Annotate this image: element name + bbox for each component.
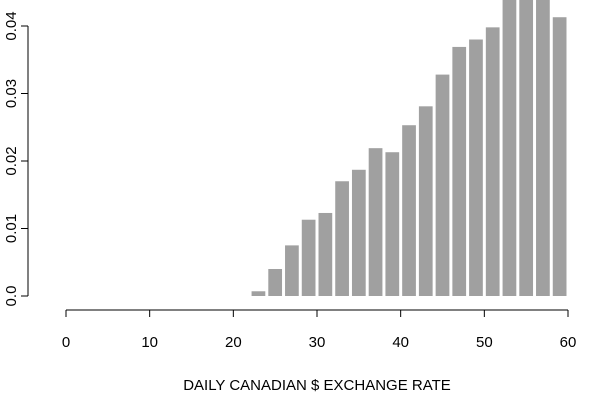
bar: [251, 291, 266, 296]
bar: [469, 39, 483, 296]
bar: [485, 27, 500, 296]
x-tick-label: 50: [476, 334, 493, 351]
bar: [368, 148, 383, 296]
x-axis-label: DAILY CANADIAN $ EXCHANGE RATE: [183, 377, 451, 394]
y-tick-label: 0.0: [3, 286, 20, 307]
x-tick-label: 0: [62, 334, 70, 351]
bar: [301, 219, 316, 296]
bar: [435, 74, 450, 296]
bar: [335, 181, 349, 296]
y-tick-label: 0.04: [3, 11, 20, 40]
plot-area: [251, 0, 567, 296]
bar: [519, 0, 534, 296]
y-tick-label: 0.03: [3, 79, 20, 108]
x-tick-label: 20: [225, 334, 242, 351]
x-tick-label: 30: [309, 334, 326, 351]
x-tick-label: 10: [141, 334, 158, 351]
bar: [536, 0, 550, 296]
bar: [402, 125, 416, 296]
y-tick-label: 0.02: [3, 146, 20, 175]
bar: [351, 169, 366, 296]
x-tick-label: 40: [392, 334, 409, 351]
bar: [552, 17, 567, 296]
y-tick-label: 0.01: [3, 214, 20, 243]
bar: [318, 212, 333, 296]
bar: [268, 269, 283, 296]
x-tick-label: 60: [560, 334, 577, 351]
bar: [452, 46, 467, 296]
bar: [502, 0, 517, 296]
bar: [418, 106, 433, 296]
bar: [385, 152, 400, 296]
bar: [285, 245, 299, 296]
